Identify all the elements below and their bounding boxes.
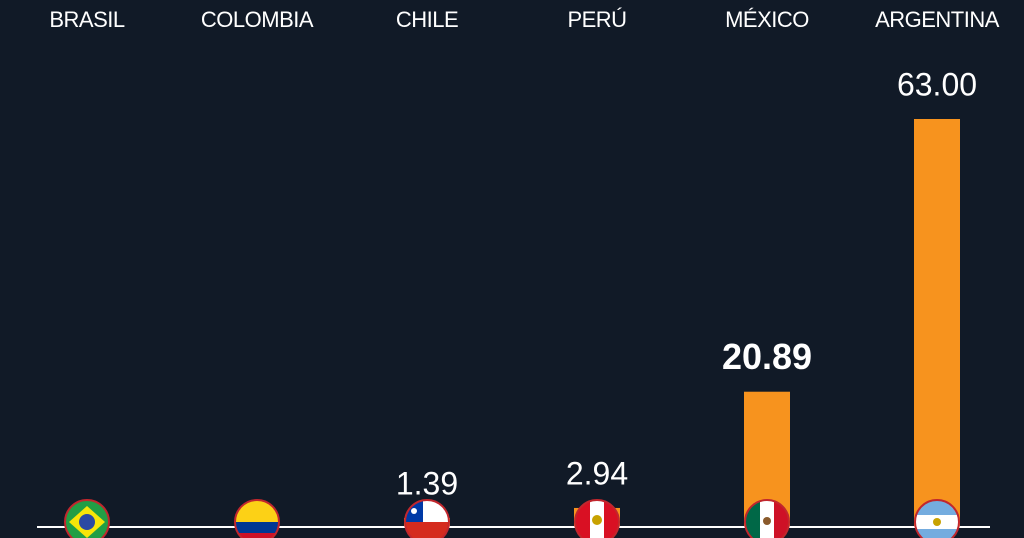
category-label: MÉXICO: [725, 7, 809, 32]
flag-colombia: [235, 500, 279, 538]
flag-rings: [64, 499, 960, 538]
category-label: BRASIL: [49, 7, 125, 32]
value-label: 1.39: [396, 465, 458, 501]
category-label: CHILE: [396, 7, 458, 32]
value-label: 63.00: [897, 66, 977, 102]
category-label: COLOMBIA: [201, 7, 314, 32]
bar: [914, 119, 960, 527]
value-label: 2.94: [566, 455, 628, 491]
category-label: ARGENTINA: [875, 7, 1000, 32]
bars: [404, 119, 960, 527]
flag-argentina: [915, 500, 959, 538]
category-label: PERÚ: [567, 7, 626, 32]
flag-chile: [405, 500, 449, 538]
value-label: 20.89: [722, 336, 812, 377]
